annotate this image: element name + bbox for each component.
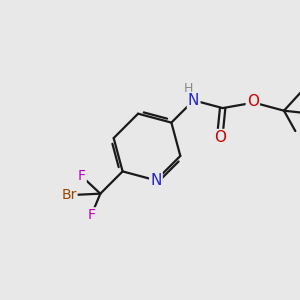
Text: H: H xyxy=(184,82,193,95)
Text: F: F xyxy=(78,169,86,183)
Text: F: F xyxy=(87,208,95,222)
Text: O: O xyxy=(247,94,259,109)
Text: N: N xyxy=(188,93,200,108)
Text: N: N xyxy=(150,173,162,188)
Text: Br: Br xyxy=(61,188,76,202)
Text: O: O xyxy=(214,130,226,145)
